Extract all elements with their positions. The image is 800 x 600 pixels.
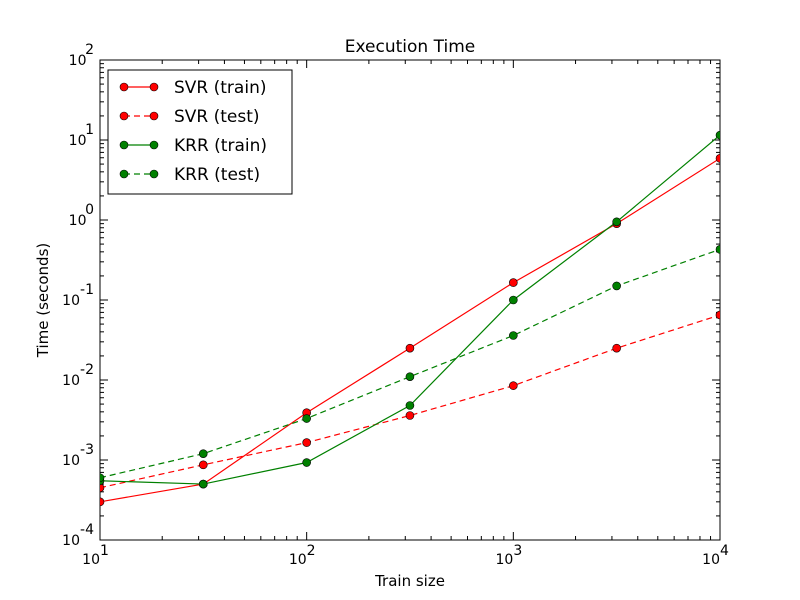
y-tick-label: -310 [62,442,94,469]
legend-box [107,69,293,195]
series-3-point [612,217,621,227]
series-4-point [715,245,720,254]
legend-label: KRR (test) [174,165,260,185]
y-tick-base: 10 [62,373,80,389]
y-tick-exponent: 1 [85,122,94,138]
legend: SVR (train) SVR (test) KRR (train) KRR (tes… [107,69,293,195]
x-tick-exponent: 2 [307,543,316,559]
y-tick-exponent: 2 [85,42,94,58]
x-axis-label: Train size [374,572,445,590]
y-tick-exponent: -1 [80,282,94,298]
series-2-point [612,343,621,353]
y-tick-base: 10 [62,293,80,309]
series-2-point [302,438,311,447]
series-3-point [715,130,720,140]
series-line-1 [100,157,720,503]
series-layer [100,130,720,507]
legend-marker [149,140,159,150]
y-tick-label: 110 [69,122,94,149]
series-line-4 [100,248,720,479]
series-2-point [198,460,208,470]
y-tick-exponent: -2 [80,362,94,378]
series-2-point [509,381,518,390]
series-2-point [715,310,720,320]
y-tick-label: -410 [62,522,94,549]
x-tick-exponent: 4 [720,543,729,559]
series-2-point [405,411,415,420]
y-tick-label: -210 [62,362,94,389]
legend-marker [149,169,159,179]
y-tick-exponent: -4 [80,522,94,538]
series-1-point [715,154,720,163]
series-3-point [198,479,208,489]
legend-label: SVR (train) [174,78,266,98]
y-tick-base: 10 [69,53,87,69]
x-tick-exponent: 1 [100,543,109,559]
x-tick-label: 101 [82,543,109,568]
legend-marker [149,82,159,92]
y-tick-exponent: -3 [80,442,94,458]
legend-marker [119,82,129,92]
legend-label: SVR (test) [174,107,260,127]
series-1-point [100,497,105,507]
x-tick-label: 103 [496,543,523,568]
y-tick-base: 10 [62,533,80,549]
x-tick-base: 10 [82,552,100,568]
series-2-point [100,483,105,493]
x-tick-exponent: 3 [513,543,522,559]
series-4-point [405,372,415,381]
legend-marker [119,111,129,121]
y-tick-label: 210 [69,42,94,69]
legend-marker [119,169,129,179]
series-4-point [198,449,208,458]
x-tick-label: 104 [702,543,729,568]
y-axis-label: Time (seconds) [34,243,52,359]
y-tick-base: 10 [69,213,87,229]
series-3-point [509,295,518,305]
series-1-point [405,343,415,353]
y-tick-label: 010 [69,202,94,229]
series-3-point [405,401,415,410]
series-4-point [509,331,518,340]
y-tick-base: 10 [69,133,87,149]
legend-marker [119,140,129,150]
x-tick-base: 10 [702,552,720,568]
y-tick-exponent: 0 [85,202,94,218]
legend-label: KRR (train) [174,136,267,156]
x-tick-base: 10 [496,552,514,568]
x-tick-label: 102 [289,543,316,568]
series-3-point [302,458,311,467]
legend-marker [149,111,159,121]
series-4-point [612,281,621,291]
chart-title: Execution Time [345,37,475,57]
series-4-point [100,473,105,483]
x-tick-base: 10 [289,552,307,568]
y-tick-label: -110 [62,282,94,309]
series-1-point [509,278,518,287]
series-4-point [302,414,311,423]
y-tick-base: 10 [62,453,80,469]
